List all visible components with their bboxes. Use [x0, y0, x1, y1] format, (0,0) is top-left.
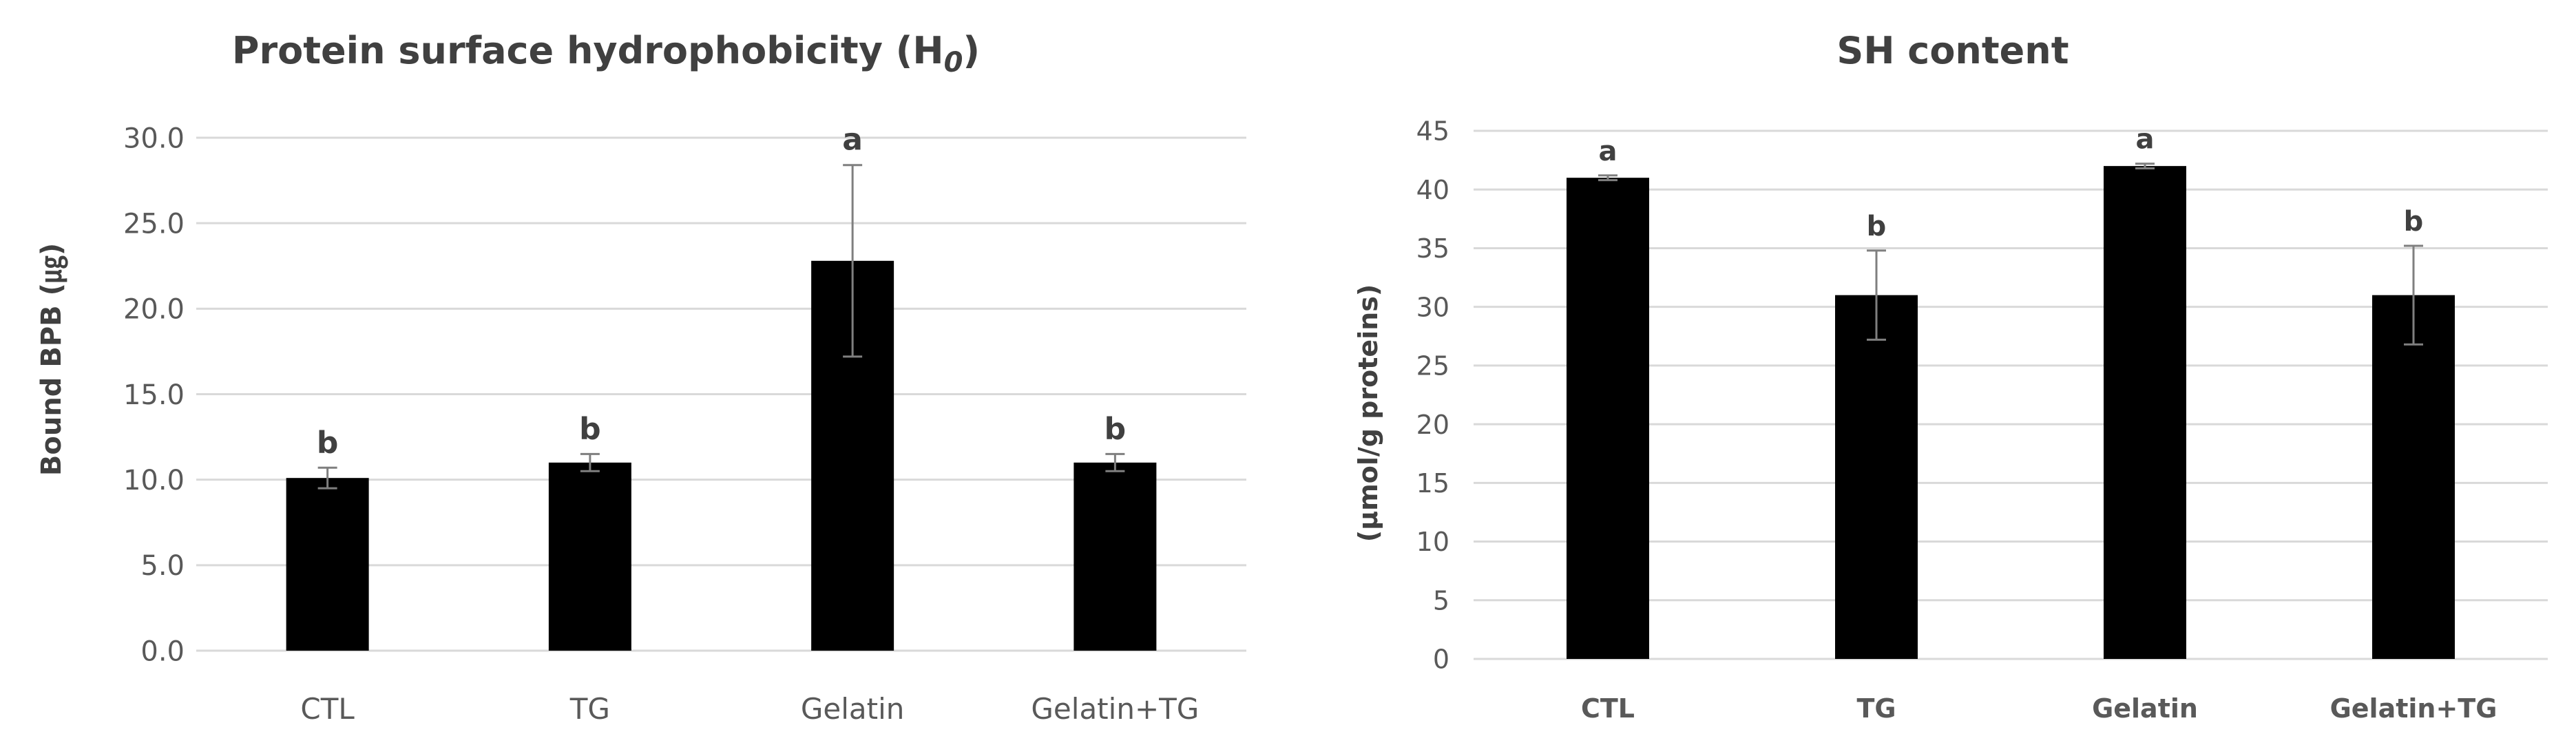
y-tick-label: 45 [1416, 116, 1449, 147]
significance-letter: b [2404, 206, 2424, 238]
error-bar [580, 452, 600, 472]
bar-tg [1835, 295, 1918, 660]
significance-letter: a [2136, 124, 2155, 156]
x-tick-labels: CTL TG Gelatin Gelatin+TG [300, 692, 1199, 726]
y-tick-label: 10 [1416, 527, 1449, 557]
y-tick-label: 20.0 [123, 294, 185, 326]
y-axis-label: Bound BPB (㎍) [36, 243, 69, 476]
error-bar [2135, 162, 2155, 170]
x-tick-label: TG [1856, 693, 1896, 724]
y-tick-label: 15.0 [123, 379, 185, 411]
error-bar [1598, 174, 1617, 182]
x-tick-label: TG [569, 692, 610, 726]
y-tick-labels: 0.0 5.0 10.0 15.0 20.0 25.0 30.0 [123, 123, 185, 667]
error-bar [1867, 249, 1886, 341]
y-tick-label: 10.0 [123, 465, 185, 496]
chart-title: SH content [1836, 29, 2069, 72]
error-bar [843, 164, 863, 358]
significance-letter: b [579, 411, 601, 446]
y-tick-label: 20 [1416, 410, 1449, 440]
error-bars [317, 164, 1125, 490]
x-tick-label: Gelatin+TG [1031, 692, 1199, 726]
sh-content-chart: SH content (μmol/g proteins) 0 5 10 15 20 25 3… [1353, 29, 2548, 724]
x-tick-label: Gelatin [2092, 693, 2198, 724]
x-tick-label: Gelatin [801, 692, 905, 726]
error-bar [317, 466, 337, 490]
error-bar [2404, 244, 2423, 346]
y-tick-label: 25 [1416, 351, 1449, 381]
y-tick-label: 35 [1416, 233, 1449, 264]
bar-gelatin-tg [1074, 462, 1157, 651]
y-tick-label: 30 [1416, 292, 1449, 322]
hydrophobicity-chart: Protein surface hydrophobicity (H0) Boun… [36, 29, 1246, 726]
y-tick-label: 30.0 [123, 123, 185, 154]
x-tick-label: Gelatin+TG [2330, 693, 2498, 724]
chart-title: Protein surface hydrophobicity (H0) [232, 29, 980, 78]
bar-gelatin-tg [2372, 295, 2455, 660]
bars [286, 260, 1157, 651]
y-tick-label: 0.0 [140, 636, 185, 667]
x-tick-label: CTL [300, 692, 355, 726]
bar-tg [548, 462, 631, 651]
bar-gelatin [2104, 166, 2186, 660]
significance-letter: a [1599, 136, 1617, 167]
error-bar [1105, 452, 1125, 472]
significance-letter: b [317, 425, 339, 460]
significance-letter: b [1867, 211, 1887, 242]
significance-letter: a [842, 123, 863, 158]
y-tick-label: 15 [1416, 468, 1449, 499]
gridlines [196, 136, 1246, 652]
gridlines [1474, 129, 2548, 660]
significance-labels: a b a b [1599, 124, 2424, 242]
bar-ctl [286, 478, 369, 651]
y-tick-labels: 0 5 10 15 20 25 30 35 40 45 [1416, 116, 1449, 675]
y-tick-label: 0 [1433, 644, 1449, 675]
significance-letter: b [1104, 411, 1127, 446]
y-tick-label: 40 [1416, 175, 1449, 205]
bar-ctl [1567, 178, 1649, 660]
y-tick-label: 5.0 [140, 550, 185, 582]
y-tick-label: 5 [1433, 585, 1449, 616]
error-bars [1598, 162, 2423, 346]
y-tick-label: 25.0 [123, 209, 185, 240]
y-axis-label: (μmol/g proteins) [1353, 284, 1383, 542]
bars [1567, 166, 2455, 660]
x-tick-label: CTL [1581, 693, 1635, 724]
significance-labels: b b a b [317, 123, 1126, 461]
x-tick-labels: CTL TG Gelatin Gelatin+TG [1581, 693, 2497, 724]
